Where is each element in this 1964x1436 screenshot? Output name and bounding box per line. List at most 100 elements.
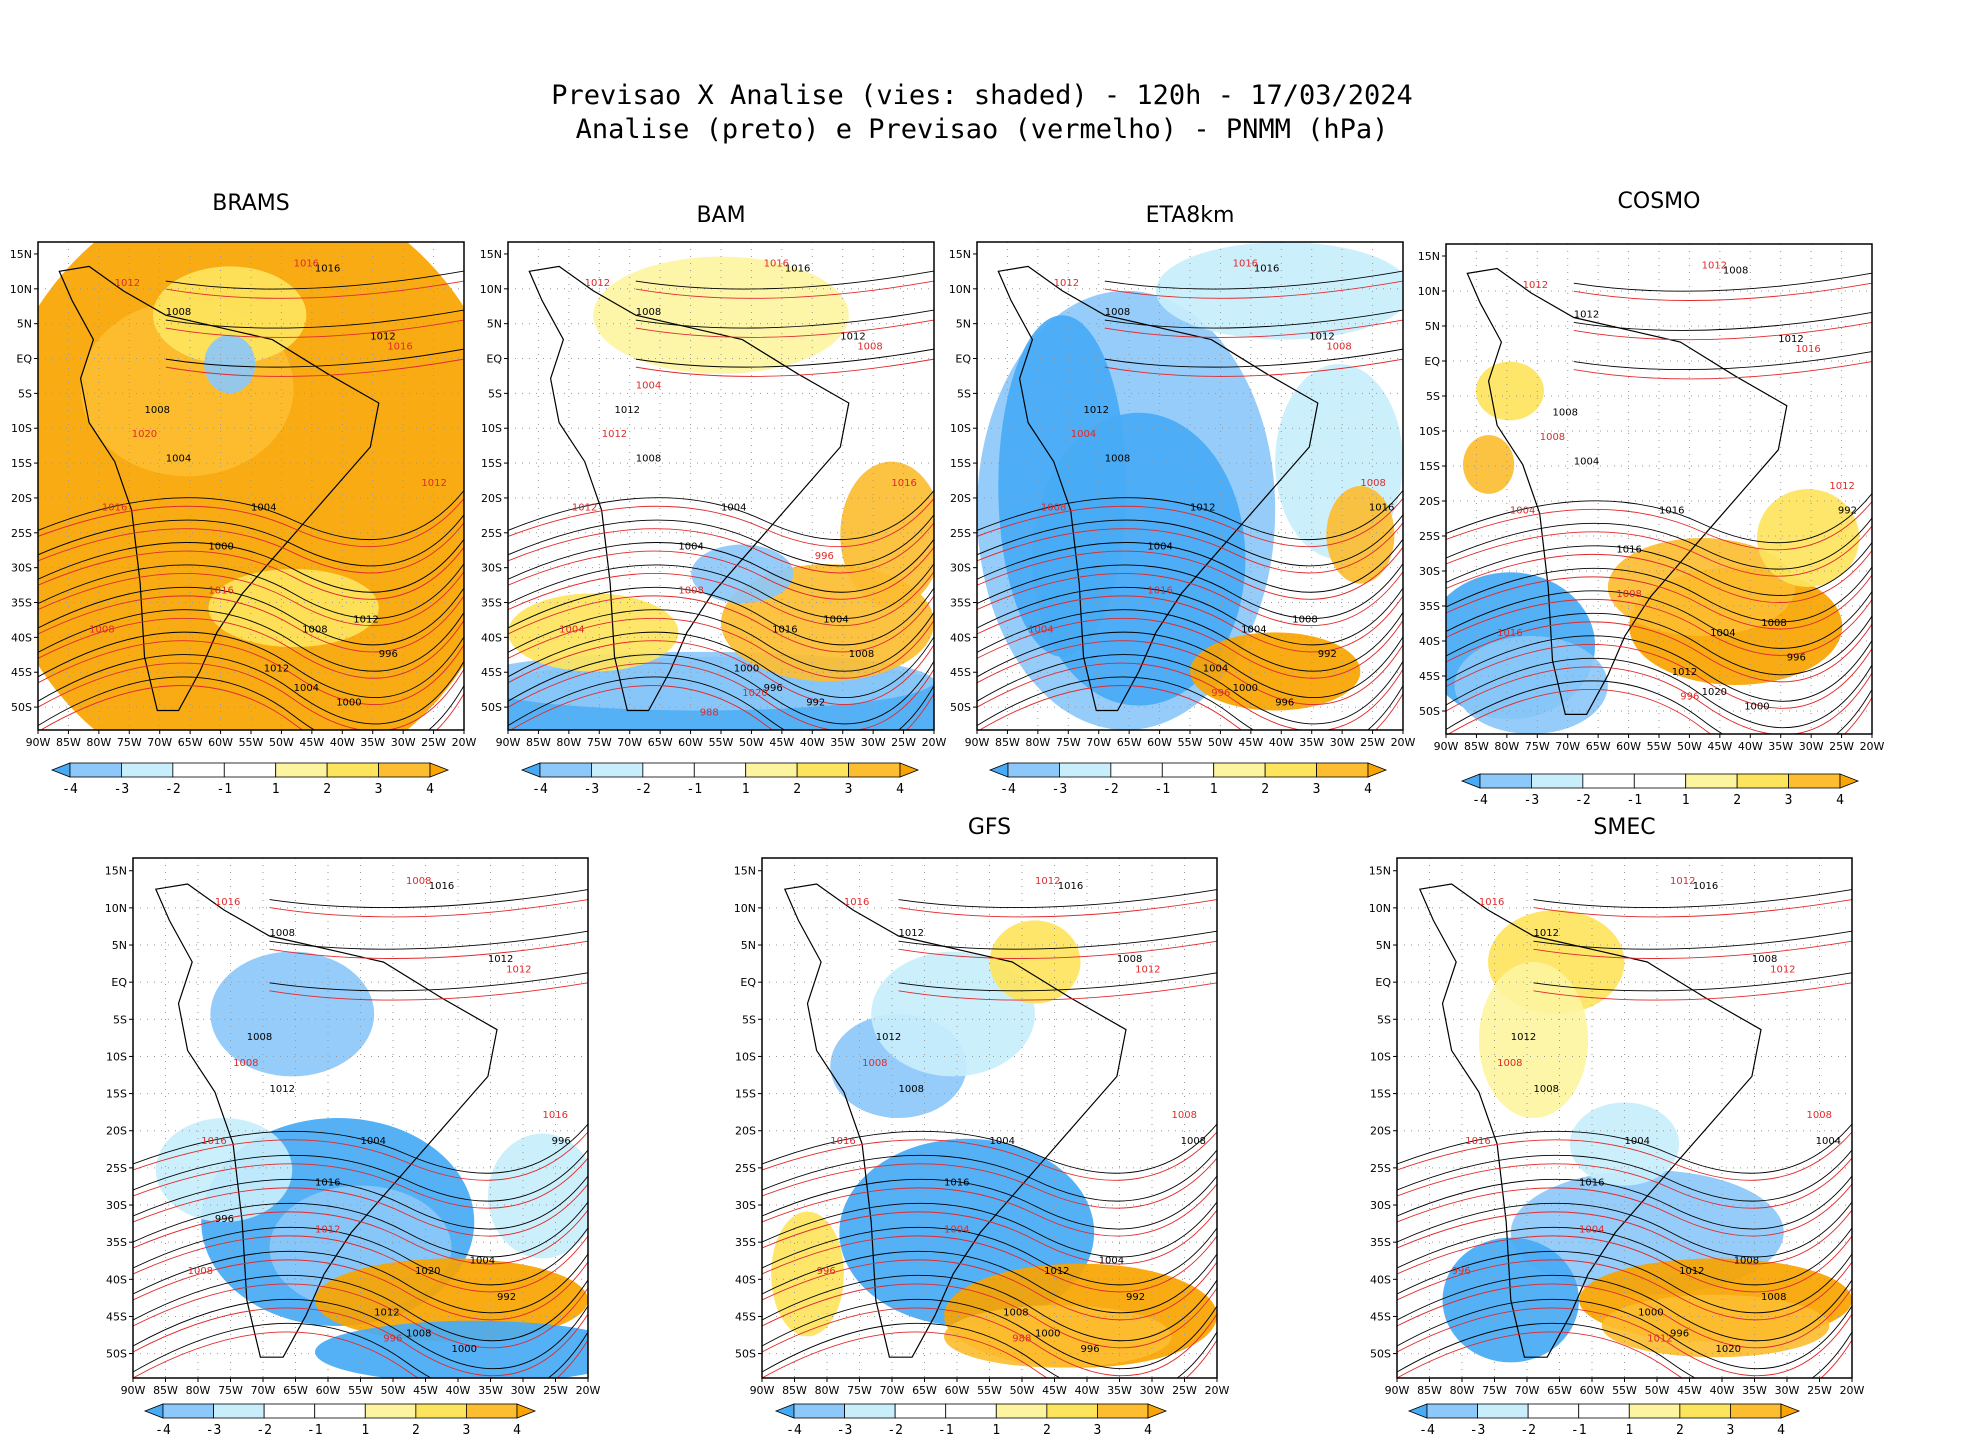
forecast-contour-label: 1004 bbox=[944, 1224, 969, 1235]
colorbar-segment bbox=[364, 1403, 417, 1419]
y-tick-label: 35S bbox=[106, 1236, 127, 1249]
analysis-isobar bbox=[1446, 612, 1872, 676]
forecast-contour-label: 1004 bbox=[636, 380, 661, 391]
x-tick-label: 80W bbox=[1450, 1384, 1475, 1397]
coastline bbox=[58, 265, 380, 712]
x-tick-label: 85W bbox=[1417, 1384, 1442, 1397]
colorbar-label: -1 bbox=[1154, 782, 1170, 797]
forecast-isobar bbox=[977, 498, 1403, 548]
colorbar-label: 1 bbox=[272, 782, 280, 797]
forecast-isobar bbox=[165, 319, 464, 338]
colorbar-label: -1 bbox=[1571, 1423, 1587, 1436]
analysis-isobar bbox=[38, 631, 464, 698]
analysis-isobar bbox=[508, 514, 934, 567]
y-tick-label: 10S bbox=[735, 1050, 756, 1063]
forecast-isobar bbox=[133, 1331, 588, 1378]
forecast-isobar bbox=[1446, 574, 1872, 630]
analysis-isobar bbox=[762, 1149, 1217, 1202]
y-tick-label: 30S bbox=[106, 1199, 127, 1212]
colorbar-segment bbox=[796, 762, 849, 778]
x-tick-label: 25W bbox=[1360, 736, 1385, 749]
forecast-contour-label: 1012 bbox=[1702, 261, 1727, 272]
forecast-isobar bbox=[1533, 899, 1852, 918]
analysis-isobar bbox=[165, 309, 464, 329]
y-tick-label: EQ bbox=[955, 353, 971, 366]
y-tick-label: 5N bbox=[17, 318, 32, 331]
x-tick-label: 65W bbox=[648, 736, 673, 749]
colorbar-arrow-left bbox=[774, 1403, 795, 1419]
colorbar-segment bbox=[1730, 1403, 1782, 1419]
forecast-isobar bbox=[1446, 598, 1872, 656]
y-tick-label: 15N bbox=[1369, 865, 1391, 878]
analysis-isobar bbox=[269, 930, 588, 950]
colorbar-arrow-left bbox=[988, 762, 1009, 778]
x-tick-label: 80W bbox=[556, 736, 581, 749]
panel-smec: SMEC101610081012101210081004101610121008… bbox=[1369, 815, 1865, 1397]
analysis-isobar bbox=[762, 1274, 1217, 1342]
forecast-isobar bbox=[508, 595, 934, 653]
y-tick-label: 20S bbox=[1419, 495, 1440, 508]
x-tick-label: 20W bbox=[1840, 1384, 1865, 1397]
colorbar-arrow-left bbox=[143, 1403, 164, 1419]
analysis-isobar bbox=[898, 889, 1217, 909]
colorbar-label: 1 bbox=[1682, 793, 1690, 808]
colorbar-segment bbox=[1110, 762, 1163, 778]
y-tick-label: 15N bbox=[734, 865, 756, 878]
forecast-isobar bbox=[38, 498, 464, 548]
analysis-isobar bbox=[1446, 542, 1872, 596]
colorbar-segment bbox=[1788, 773, 1841, 789]
forecast-isobar bbox=[1104, 280, 1403, 299]
analysis-contour-label: 1016 bbox=[944, 1178, 969, 1189]
y-tick-label: 15S bbox=[1370, 1088, 1391, 1101]
y-tick-label: EQ bbox=[1375, 976, 1391, 989]
forecast-isobar bbox=[762, 1209, 1217, 1265]
y-tick-label: 5S bbox=[742, 1013, 756, 1026]
analysis-isobar bbox=[977, 586, 1403, 646]
colorbar-label: 3 bbox=[1785, 793, 1793, 808]
colorbar-segment bbox=[1477, 1403, 1529, 1419]
y-tick-label: 20S bbox=[481, 492, 502, 505]
analysis-contour-label: 1008 bbox=[1292, 615, 1317, 626]
colorbar-segment bbox=[793, 1403, 845, 1419]
forecast-isobar bbox=[269, 982, 588, 1001]
forecast-contour-label: 1012 bbox=[585, 278, 610, 289]
analysis-isobar bbox=[1573, 351, 1872, 371]
analysis-contour-label: 1000 bbox=[1744, 702, 1769, 713]
analysis-contour-label: 1000 bbox=[1233, 683, 1258, 694]
forecast-contour-label: 1012 bbox=[1035, 876, 1060, 887]
analysis-contour-label: 1016 bbox=[1058, 881, 1083, 892]
colorbar: -4 -3 -2 -1 1 2 3 4 bbox=[50, 762, 450, 797]
y-tick-label: 15N bbox=[105, 865, 127, 878]
analysis-contour-label: 1004 bbox=[1147, 541, 1172, 552]
analysis-contour-label: 1008 bbox=[1105, 307, 1130, 318]
analysis-isobar bbox=[1446, 566, 1872, 623]
colorbar-segment bbox=[1531, 773, 1584, 789]
analysis-contour-label: 1004 bbox=[1574, 457, 1599, 468]
x-tick-label: 40W bbox=[1738, 740, 1763, 753]
bias-shading-area bbox=[210, 951, 375, 1077]
y-tick-label: 25S bbox=[1370, 1162, 1391, 1175]
y-tick-label: 5N bbox=[487, 318, 502, 331]
forecast-contour-label: 1004 bbox=[1071, 429, 1096, 440]
x-tick-label: 35W bbox=[478, 1384, 503, 1397]
forecast-contour-label: 1012 bbox=[1770, 964, 1795, 975]
forecast-isobar bbox=[1104, 319, 1403, 338]
colorbar-segment bbox=[1679, 1403, 1731, 1419]
y-tick-label: 20S bbox=[106, 1125, 127, 1138]
x-tick-label: 80W bbox=[1494, 740, 1519, 753]
colorbar-segment bbox=[1213, 762, 1266, 778]
analysis-contour-label: 992 bbox=[806, 698, 825, 709]
forecast-isobar bbox=[635, 280, 934, 299]
colorbar-label: -4 bbox=[155, 1423, 171, 1436]
x-tick-label: 90W bbox=[965, 736, 990, 749]
x-tick-label: 90W bbox=[496, 736, 521, 749]
analysis-isobar bbox=[508, 490, 934, 541]
forecast-contour-label: 996 bbox=[815, 551, 834, 562]
y-tick-label: 20S bbox=[950, 492, 971, 505]
forecast-isobar bbox=[508, 571, 934, 627]
analysis-isobar bbox=[269, 889, 588, 909]
x-tick-label: 50W bbox=[381, 1384, 406, 1397]
analysis-isobar bbox=[38, 586, 464, 646]
colorbar-label: -2 bbox=[1575, 793, 1591, 808]
x-tick-label: 70W bbox=[251, 1384, 276, 1397]
